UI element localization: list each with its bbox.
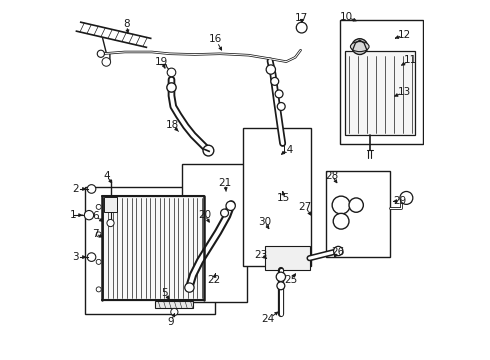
Circle shape [275, 90, 283, 98]
Text: 11: 11 [404, 55, 417, 65]
Circle shape [102, 58, 111, 66]
Circle shape [96, 232, 101, 237]
Circle shape [171, 309, 178, 316]
Circle shape [87, 253, 96, 261]
Bar [344, 51, 416, 135]
Text: 14: 14 [281, 144, 294, 154]
Circle shape [400, 192, 413, 204]
Circle shape [97, 50, 104, 57]
Text: 12: 12 [398, 30, 411, 40]
Bar [340, 21, 422, 144]
Text: 4: 4 [103, 171, 110, 181]
Text: 16: 16 [209, 35, 222, 44]
Circle shape [220, 209, 228, 217]
Text: 9: 9 [168, 317, 174, 327]
Circle shape [277, 103, 285, 111]
Circle shape [352, 39, 368, 54]
Text: 26: 26 [331, 247, 344, 257]
Bar [265, 246, 310, 270]
Text: 19: 19 [155, 57, 169, 67]
Circle shape [226, 201, 235, 211]
Bar [85, 187, 215, 315]
Circle shape [96, 287, 101, 292]
Circle shape [84, 211, 94, 220]
Circle shape [96, 204, 101, 210]
Text: 17: 17 [295, 13, 308, 23]
Circle shape [185, 283, 194, 292]
Circle shape [349, 198, 364, 212]
Circle shape [276, 272, 286, 282]
Text: 18: 18 [166, 121, 179, 130]
Bar [182, 164, 247, 302]
Circle shape [332, 196, 350, 214]
Circle shape [296, 22, 307, 33]
Text: 13: 13 [398, 87, 411, 97]
Circle shape [167, 68, 176, 77]
Text: 21: 21 [219, 178, 232, 188]
Circle shape [271, 77, 279, 85]
Text: 27: 27 [298, 202, 312, 212]
Circle shape [266, 65, 275, 74]
Bar [155, 301, 193, 309]
Circle shape [277, 282, 285, 290]
Text: 2: 2 [73, 184, 79, 194]
Circle shape [87, 185, 96, 193]
Circle shape [203, 145, 214, 156]
Bar [243, 128, 311, 266]
Text: 24: 24 [262, 314, 275, 324]
Text: 10: 10 [340, 12, 353, 22]
Text: 29: 29 [393, 196, 407, 206]
Text: 28: 28 [325, 171, 339, 181]
Text: 22: 22 [207, 275, 220, 285]
Text: 25: 25 [284, 275, 297, 285]
Bar [101, 196, 204, 300]
Circle shape [333, 213, 349, 229]
Text: 6: 6 [92, 211, 98, 221]
Bar [104, 197, 117, 212]
Circle shape [167, 83, 176, 92]
Bar [326, 171, 390, 257]
Circle shape [96, 259, 101, 264]
Circle shape [334, 246, 343, 256]
Text: 8: 8 [123, 19, 130, 29]
Text: 15: 15 [277, 193, 291, 203]
Text: 1: 1 [70, 210, 77, 220]
Ellipse shape [350, 41, 369, 51]
Text: 5: 5 [161, 288, 168, 298]
Text: 20: 20 [198, 210, 211, 220]
Text: 3: 3 [73, 252, 79, 262]
Text: 23: 23 [254, 249, 268, 260]
Circle shape [107, 220, 114, 226]
Text: 30: 30 [258, 217, 271, 227]
Text: 7: 7 [92, 229, 98, 239]
